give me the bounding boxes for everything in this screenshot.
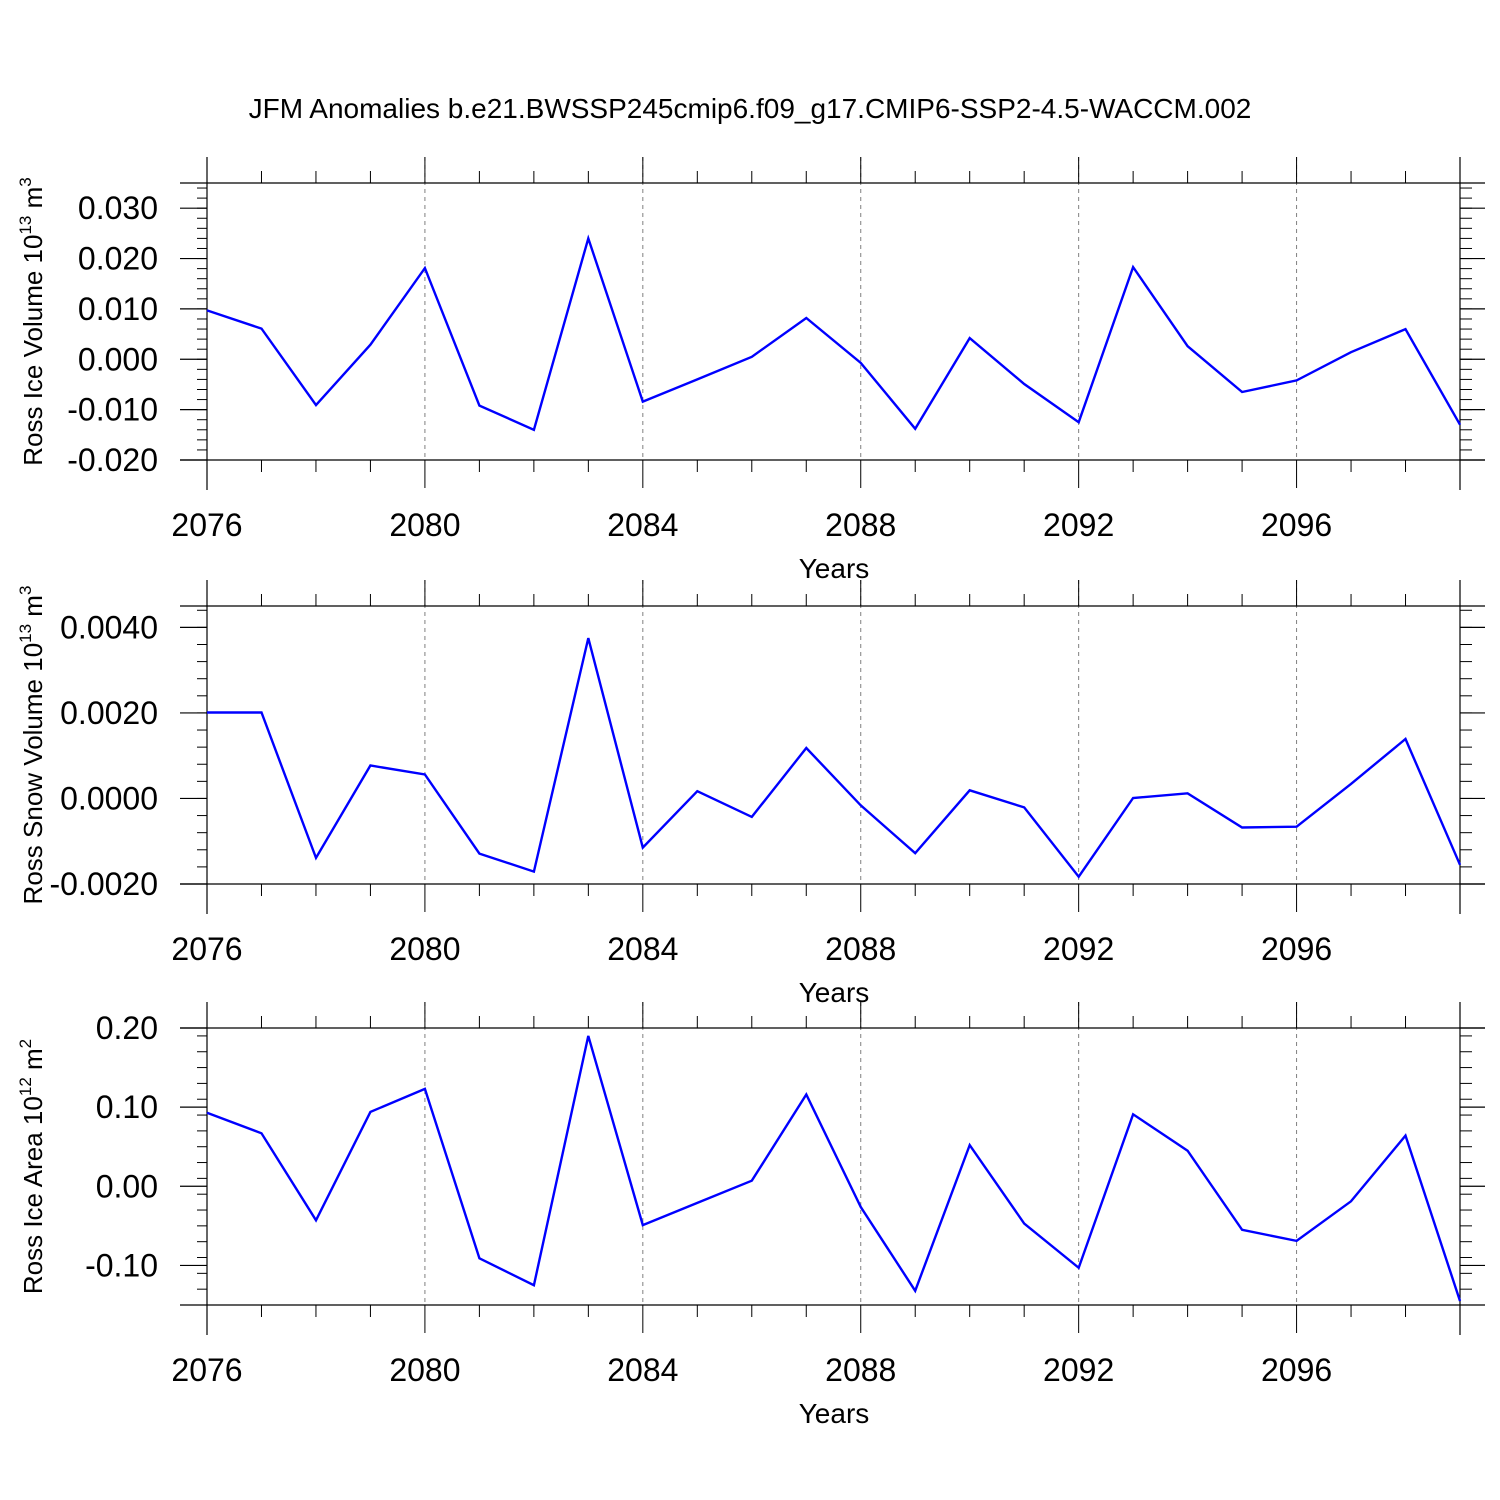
y-tick-label: 0.020	[78, 241, 158, 277]
x-tick-label: 2080	[389, 931, 460, 967]
x-tick-label: 2096	[1261, 507, 1332, 543]
x-tick-label: 2076	[171, 1352, 242, 1388]
x-tick-label: 2092	[1043, 931, 1114, 967]
y-tick-label: 0.10	[96, 1089, 158, 1125]
x-tick-label: 2084	[607, 1352, 678, 1388]
y-tick-label: 0.0000	[60, 780, 158, 816]
y-tick-label: 0.000	[78, 341, 158, 377]
x-tick-label: 2096	[1261, 1352, 1332, 1388]
y-tick-label: 0.0040	[60, 609, 158, 645]
panel-ice-volume: -0.020 -0.010 0.000 0.010 0.020 0.030 2076 2080…	[16, 157, 1485, 584]
x-tick-label: 2076	[171, 931, 242, 967]
panel-ice-area: -0.10 0.00 0.10 0.20 2076 2080 2084 2088 2092 209…	[16, 1002, 1485, 1429]
y-tick-label: 0.0020	[60, 695, 158, 731]
panel-snow-volume: -0.0020 0.0000 0.0020 0.0040 2076 2080 2084 208…	[16, 580, 1485, 1008]
series-line	[206, 234, 1462, 432]
y-tick-label: -0.020	[67, 442, 158, 478]
x-tick-label: 2088	[825, 507, 896, 543]
y-tick-label: 0.030	[78, 190, 158, 226]
y-tick-label: 0.010	[78, 291, 158, 327]
x-tick-label: 2084	[607, 931, 678, 967]
y-axis-label: Ross Ice Area 1012 m2	[16, 1039, 48, 1294]
y-tick-label: 0.20	[96, 1010, 158, 1046]
chart-title: JFM Anomalies b.e21.BWSSP245cmip6.f09_g1…	[249, 93, 1252, 124]
x-tick-label: 2088	[825, 931, 896, 967]
x-tick-label: 2080	[389, 507, 460, 543]
series-line	[206, 1035, 1462, 1302]
x-tick-label: 2096	[1261, 931, 1332, 967]
y-tick-label: -0.0020	[49, 866, 158, 902]
x-tick-label: 2076	[171, 507, 242, 543]
panels: -0.020 -0.010 0.000 0.010 0.020 0.030 2076 2080…	[16, 157, 1485, 1429]
y-tick-label: -0.10	[85, 1247, 158, 1283]
y-axis-label: Ross Snow Volume 1013 m3	[16, 586, 48, 905]
x-tick-label: 2080	[389, 1352, 460, 1388]
x-axis-label: Years	[799, 553, 870, 584]
y-tick-label: -0.010	[67, 392, 158, 428]
x-axis-label: Years	[799, 977, 870, 1008]
y-tick-label: 0.00	[96, 1168, 158, 1204]
x-tick-label: 2088	[825, 1352, 896, 1388]
x-tick-label: 2084	[607, 507, 678, 543]
x-tick-label: 2092	[1043, 1352, 1114, 1388]
x-axis-label: Years	[799, 1398, 870, 1429]
y-axis-label: Ross Ice Volume 1013 m3	[16, 177, 48, 466]
series-line	[207, 637, 1462, 879]
x-tick-label: 2092	[1043, 507, 1114, 543]
